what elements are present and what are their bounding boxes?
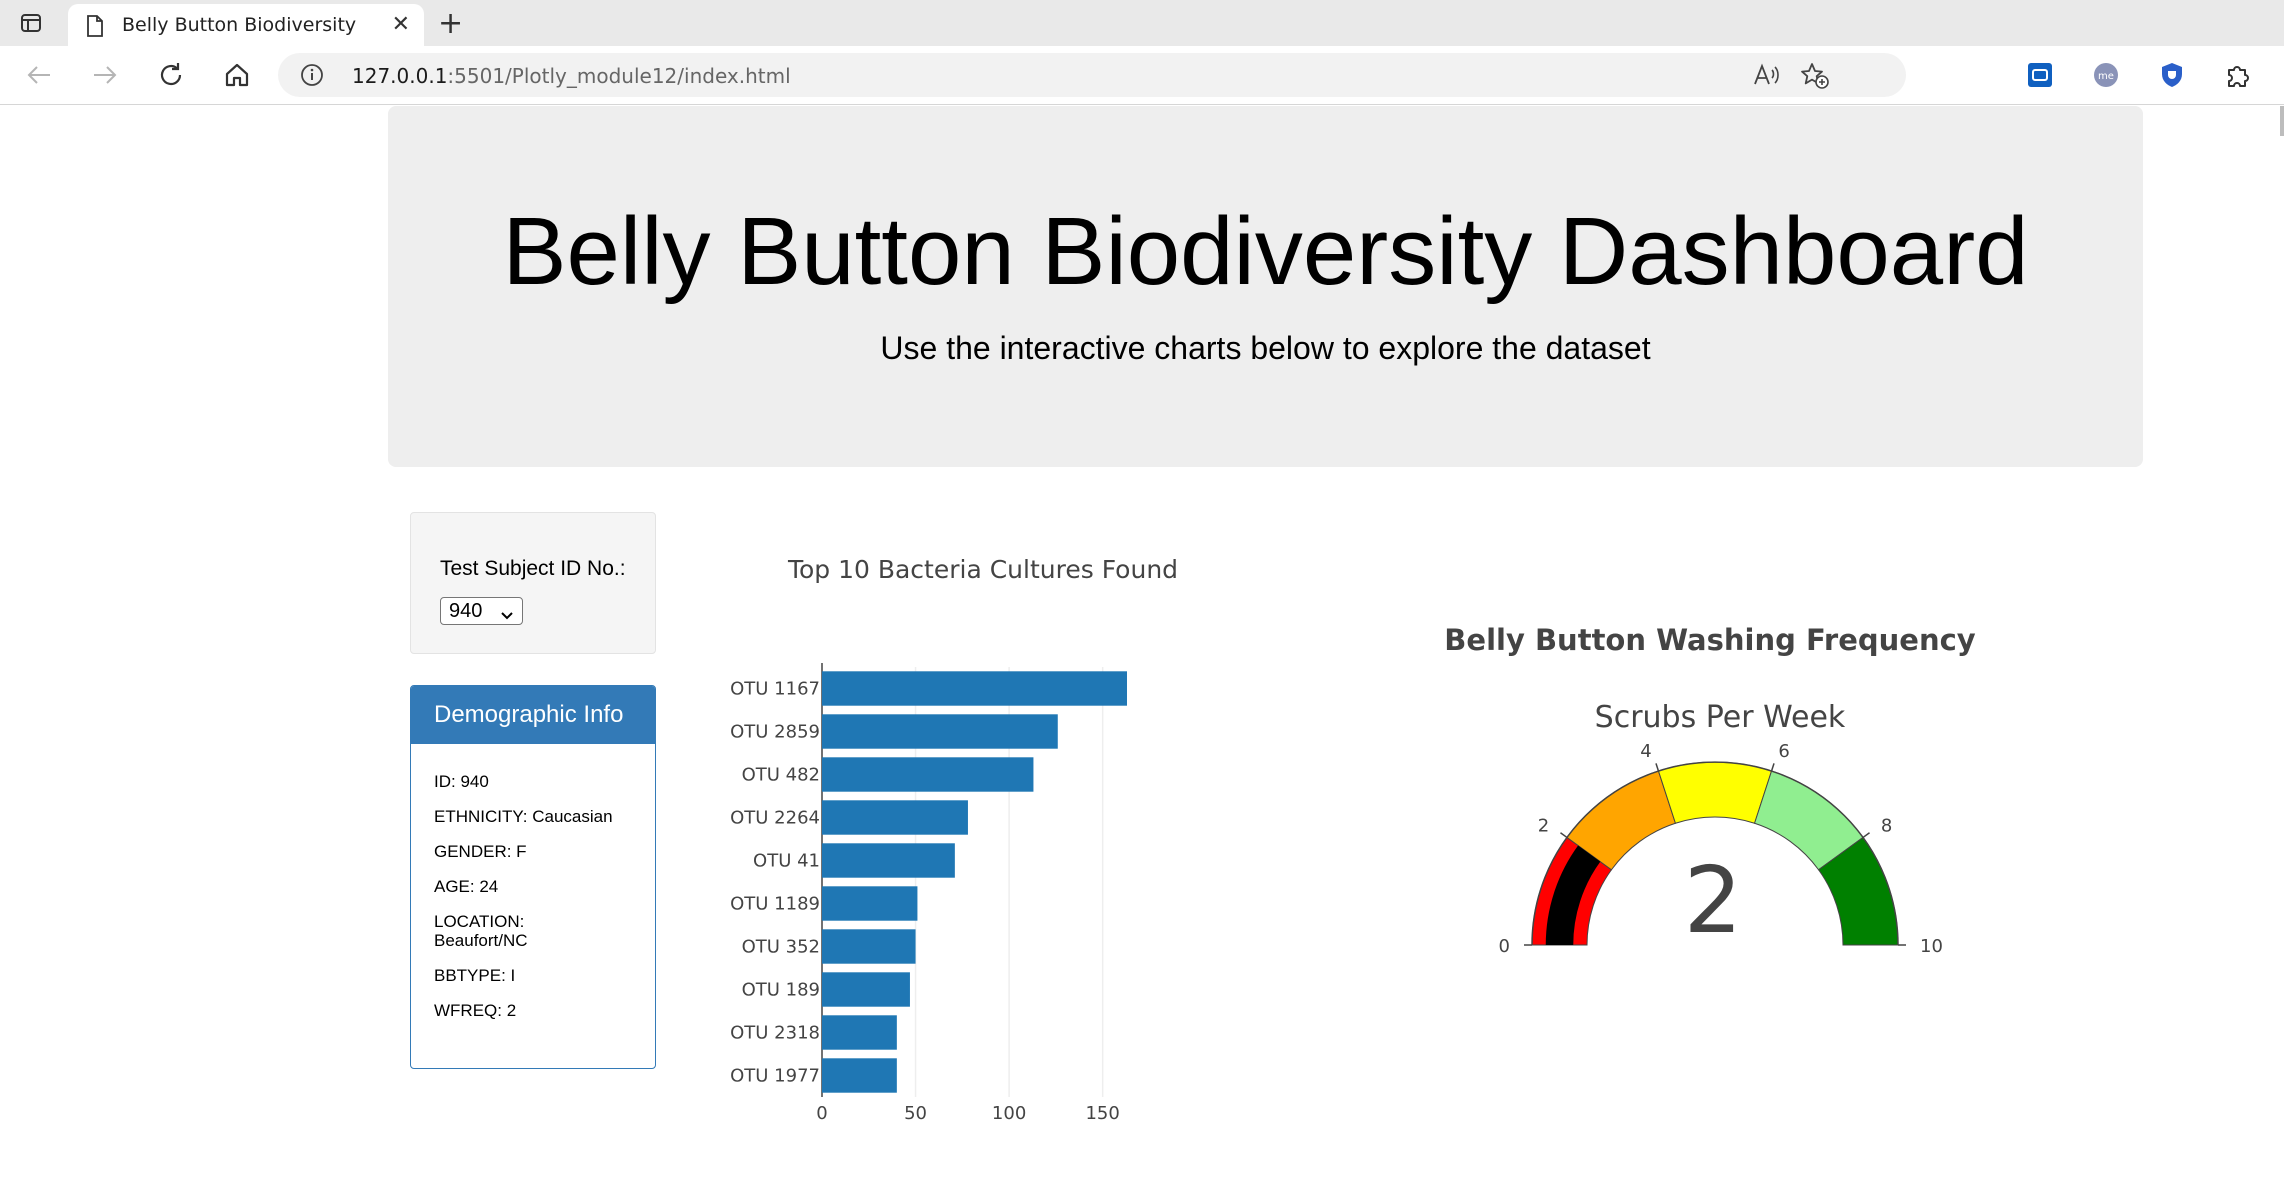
demographic-gender: GENDER: F	[434, 842, 527, 861]
bar-chart-svg: Top 10 Bacteria Cultures Found OTU 1167O…	[730, 555, 1178, 1124]
y-tick-label: OTU 1167	[730, 679, 820, 700]
gauge-value: 2	[1684, 847, 1743, 954]
gauge-ticks: 0 2 4 6 8 10	[1499, 741, 1943, 957]
subject-id-select[interactable]: 940	[440, 597, 523, 625]
bar[interactable]	[822, 800, 968, 835]
gauge-subtitle: Scrubs Per Week	[1595, 700, 1846, 735]
chevron-down-icon	[500, 604, 514, 627]
y-tick-label: OTU 1189	[730, 894, 820, 915]
gauge-tick-label: 8	[1881, 816, 1892, 837]
bar[interactable]	[822, 972, 910, 1007]
subject-selector-well: Test Subject ID No.: 940	[410, 512, 656, 654]
browser-tab-strip: Belly Button Biodiversity ✕ +	[0, 0, 2284, 46]
bar[interactable]	[822, 757, 1034, 792]
bar[interactable]	[822, 1058, 897, 1093]
demographic-location: LOCATION: Beaufort/NC	[434, 912, 528, 950]
url-path: :5501/Plotly_module12/index.html	[447, 64, 791, 88]
gauge-value-bar	[1545, 845, 1601, 945]
page-title: Belly Button Biodiversity Dashboard	[502, 198, 2029, 305]
bar[interactable]	[822, 843, 955, 878]
y-tick-label: OTU 1977	[730, 1066, 820, 1087]
gauge-tick-label: 6	[1778, 741, 1789, 762]
bar-chart-marks	[822, 671, 1127, 1093]
bar[interactable]	[822, 714, 1058, 749]
gauge-tick-label: 10	[1920, 936, 1943, 957]
site-info-icon[interactable]	[300, 63, 324, 92]
bar[interactable]	[822, 671, 1127, 706]
demographic-panel-heading: Demographic Info	[411, 686, 655, 744]
y-tick-label: OTU 2264	[730, 808, 820, 829]
gauge-outline	[1531, 761, 1899, 946]
bar-chart-title: Top 10 Bacteria Cultures Found	[787, 555, 1178, 584]
bar[interactable]	[822, 886, 918, 921]
bar[interactable]	[822, 1015, 897, 1050]
demographic-panel: Demographic Info ID: 940 ETHNICITY: Cauc…	[410, 685, 656, 1069]
extension-blue-icon[interactable]	[2023, 58, 2057, 92]
page-icon	[86, 15, 104, 42]
svg-text:me: me	[2098, 71, 2114, 82]
x-tick-label: 0	[816, 1103, 827, 1124]
browser-tab[interactable]: Belly Button Biodiversity ✕	[68, 4, 424, 46]
demographic-id: ID: 940	[434, 772, 489, 791]
gauge-tick	[1862, 832, 1870, 839]
demographic-panel-body: ID: 940 ETHNICITY: Caucasian GENDER: F A…	[411, 744, 655, 1020]
gauge-tick-label: 0	[1499, 936, 1510, 957]
tab-title: Belly Button Biodiversity	[122, 14, 357, 36]
gauge-title: Belly Button Washing Frequency	[1444, 623, 1975, 657]
header-jumbotron: Belly Button Biodiversity Dashboard Use …	[388, 106, 2143, 467]
close-tab-icon[interactable]: ✕	[391, 12, 410, 37]
gauge-chart-svg: Belly Button Washing Frequency Scrubs Pe…	[1444, 623, 1975, 957]
gauge-step	[1657, 761, 1773, 824]
y-tick-label: OTU 41	[753, 851, 820, 872]
demographic-bbtype: BBTYPE: I	[434, 966, 516, 985]
page-subtitle: Use the interactive charts below to expl…	[880, 330, 1651, 366]
gauge-tick-label: 2	[1538, 816, 1549, 837]
demographic-ethnicity: ETHNICITY: Caucasian	[434, 807, 613, 826]
subject-id-value: 940	[449, 600, 483, 622]
gauge-tick	[1770, 763, 1775, 772]
bar-chart-y-labels: OTU 1167 OTU 2859 OTU 482 OTU 2264 OTU 41 OTU…	[730, 679, 820, 1087]
url-host: 127.0.0.1	[352, 64, 448, 88]
y-tick-label: OTU 2859	[730, 722, 820, 743]
add-favorite-icon[interactable]	[1800, 62, 1830, 95]
bar-chart-x-labels: 0 50 100 150	[816, 1103, 1120, 1124]
refresh-icon[interactable]	[154, 58, 188, 92]
x-tick-label: 50	[904, 1103, 927, 1124]
forward-icon[interactable]	[88, 58, 122, 92]
read-aloud-icon[interactable]	[1752, 62, 1780, 93]
x-tick-label: 100	[992, 1103, 1026, 1124]
demographic-wfreq: WFREQ: 2	[434, 1001, 517, 1020]
gauge-tick	[1655, 763, 1660, 772]
y-tick-label: OTU 189	[742, 980, 820, 1001]
gauge-chart[interactable]: Belly Button Washing Frequency Scrubs Pe…	[1380, 620, 2060, 980]
subject-selector-label: Test Subject ID No.:	[440, 557, 626, 580]
home-icon[interactable]	[220, 58, 254, 92]
y-tick-label: OTU 2318	[730, 1023, 820, 1044]
bar-chart[interactable]: Top 10 Bacteria Cultures Found OTU 1167 O…	[700, 530, 1260, 1124]
url-text: 127.0.0.1:5501/Plotly_module12/index.htm…	[352, 64, 791, 88]
demographic-age: AGE: 24	[434, 877, 499, 896]
gauge-tick	[1560, 832, 1568, 839]
y-tick-label: OTU 352	[742, 937, 820, 958]
back-icon[interactable]	[22, 58, 56, 92]
gauge-tick-label: 4	[1640, 741, 1651, 762]
tab-actions-icon[interactable]	[18, 10, 44, 36]
y-tick-label: OTU 482	[742, 765, 820, 786]
extensions-puzzle-icon[interactable]	[2221, 58, 2255, 92]
extension-me-icon[interactable]: me	[2089, 58, 2123, 92]
browser-toolbar: 127.0.0.1:5501/Plotly_module12/index.htm…	[0, 46, 2284, 136]
address-bar[interactable]: 127.0.0.1:5501/Plotly_module12/index.htm…	[278, 53, 1906, 97]
x-tick-label: 150	[1085, 1103, 1119, 1124]
extension-shield-icon[interactable]	[2155, 58, 2189, 92]
new-tab-icon[interactable]: +	[438, 6, 464, 41]
scrollbar[interactable]	[2280, 106, 2284, 136]
bar[interactable]	[822, 929, 916, 964]
